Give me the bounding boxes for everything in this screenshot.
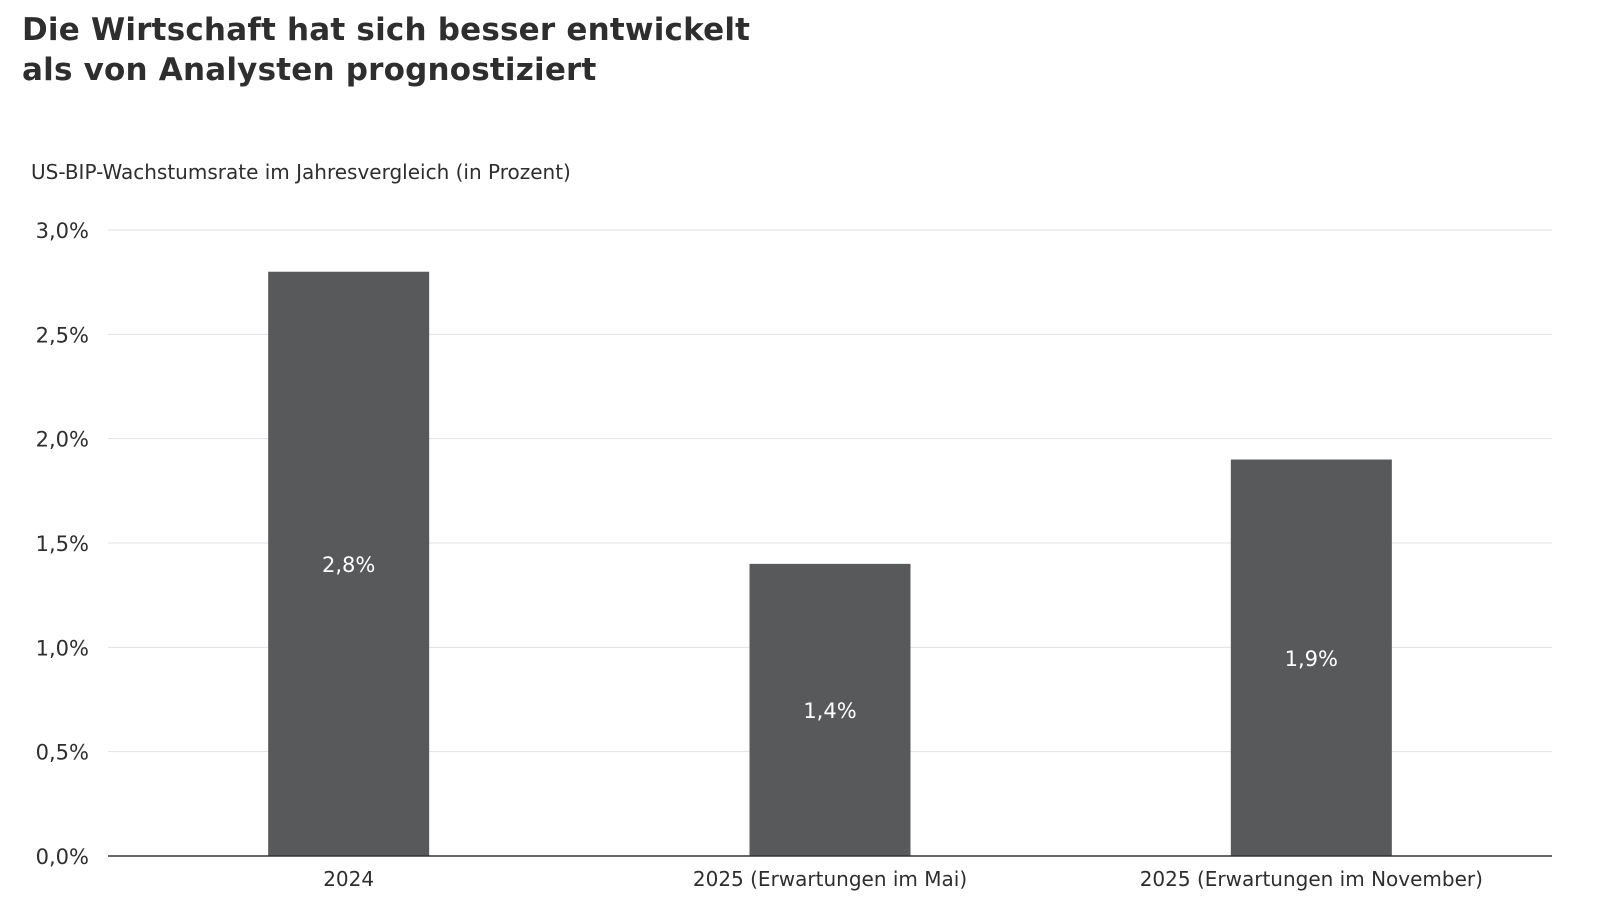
y-tick-label: 2,5% [36, 323, 89, 347]
x-tick-label: 2024 [323, 867, 374, 891]
y-tick-label: 1,5% [36, 532, 89, 556]
bar [1230, 459, 1392, 856]
bar [749, 563, 911, 856]
bar [268, 271, 430, 856]
chart-subtitle: US-BIP-Wachstumsrate im Jahresvergleich … [31, 160, 571, 184]
chart-title: Die Wirtschaft hat sich besser entwickel… [22, 10, 750, 90]
y-tick-label: 0,0% [36, 845, 89, 869]
bar-value-labels: 2,8% 1,4% 1,9% [322, 553, 1338, 723]
y-tick-label: 2,0% [36, 428, 89, 452]
x-axis-ticks: 2024 2025 (Erwartungen im Mai) 2025 (Erwar… [323, 867, 1483, 891]
bar-value-label: 1,4% [803, 699, 856, 723]
y-tick-label: 3,0% [36, 219, 89, 243]
x-tick-label: 2025 (Erwartungen im November) [1140, 867, 1483, 891]
y-tick-label: 1,0% [36, 636, 89, 660]
chart-title-line-1: Die Wirtschaft hat sich besser entwickel… [22, 12, 751, 48]
y-axis-ticks: 0,0% 0,5% 1,0% 1,5% 2,0% 2,5% 3,0% [36, 219, 89, 869]
y-tick-label: 0,5% [36, 741, 89, 765]
bar-value-label: 2,8% [322, 553, 375, 577]
x-tick-label: 2025 (Erwartungen im Mai) [693, 867, 967, 891]
bars [268, 271, 1392, 856]
bar-value-label: 1,9% [1285, 647, 1338, 671]
chart-title-line-2: als von Analysten prognostiziert [22, 52, 597, 88]
